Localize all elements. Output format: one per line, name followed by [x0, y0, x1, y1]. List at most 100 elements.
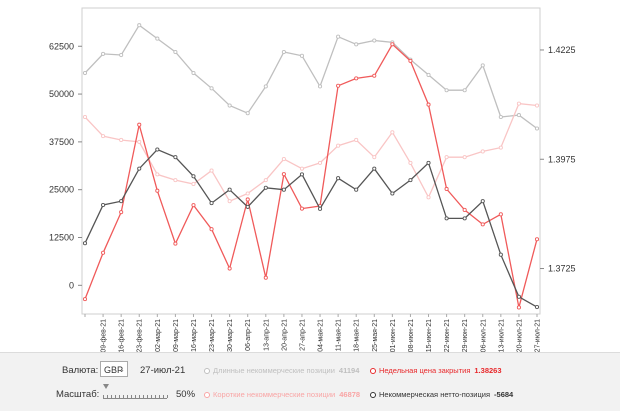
- x-tick-label-1: 09-фев-21: [101, 319, 108, 352]
- legend-close[interactable]: Недельная цена закрытия 1.38263: [370, 366, 502, 375]
- report-date: 27-июл-21: [140, 365, 186, 376]
- series-3-point-17: [390, 191, 395, 196]
- series-3-point-5: [173, 155, 178, 160]
- series-2-point-6: [191, 203, 196, 208]
- series-2-point-8: [227, 266, 232, 271]
- currency-label: Валюта:: [62, 365, 99, 376]
- zoom-slider-handle[interactable]: [103, 384, 109, 389]
- x-tick-label-22: 06-июл-21: [480, 319, 487, 352]
- series-1-point-16: [372, 155, 377, 160]
- zoom-slider-tick: [139, 395, 140, 398]
- series-0-point-20: [444, 88, 449, 93]
- series-1-point-18: [408, 160, 413, 165]
- series-1-point-21: [462, 155, 467, 160]
- zoom-slider-tick: [163, 395, 164, 398]
- x-tick-label-11: 20-апр-21: [281, 319, 288, 351]
- series-3-point-2: [119, 199, 124, 204]
- legend-short-label: Короткие некоммерческие позиции: [213, 390, 336, 399]
- series-0-point-24: [516, 113, 521, 118]
- x-tick-label-3: 23-фев-21: [137, 319, 144, 352]
- series-2-point-19: [426, 102, 431, 107]
- series-1-point-10: [263, 178, 268, 183]
- series-3-point-12: [299, 172, 305, 177]
- x-tick-label-13: 04-мая-21: [318, 319, 325, 352]
- zoom-slider-track[interactable]: [103, 390, 168, 399]
- series-0-point-10: [263, 84, 268, 89]
- series-3-point-22: [480, 199, 485, 204]
- series-1-point-25: [534, 103, 540, 108]
- x-tick-label-7: 23-мар-21: [209, 319, 216, 352]
- series-0-point-7: [209, 86, 214, 91]
- series-1-point-1: [101, 134, 106, 139]
- series-1-point-12: [299, 166, 305, 171]
- legend-long[interactable]: Длинные некоммерческие позиции 41194: [204, 366, 359, 375]
- legend-net-value: -5684: [494, 390, 514, 399]
- series-1-point-0: [82, 114, 88, 120]
- cot-chart: 0 12500 25000 37500 50000 62500 1.3725 1.3975 1.…: [49, 7, 576, 352]
- zoom-slider-tick: [131, 395, 132, 398]
- chart-svg: 0 12500 25000 37500 50000 62500 1.3725 1.3975 1.…: [49, 7, 576, 352]
- x-tick-label-21: 29-июн-21: [462, 319, 469, 352]
- series-2-point-1: [101, 250, 106, 255]
- series-1-point-15: [354, 137, 359, 143]
- x-tick-label-17: 01-июн-21: [390, 319, 397, 352]
- left-tick-label-4: 50000: [49, 89, 74, 99]
- series-1-point-14: [336, 143, 341, 148]
- legend-short-marker: [204, 392, 210, 399]
- legend-short-value: 46878: [339, 390, 361, 399]
- series-0-point-13: [317, 84, 323, 89]
- legend-close-value: 1.38263: [474, 366, 502, 375]
- series-1-point-9: [245, 191, 250, 196]
- x-tick-label-23: 13-июл-21: [498, 319, 505, 352]
- series-3-point-11: [281, 187, 286, 192]
- x-tick-label-20: 22-июн-21: [444, 319, 451, 352]
- zoom-slider-tick: [111, 395, 112, 398]
- series-2-point-21: [462, 207, 467, 213]
- x-tick-label-10: 13-апр-21: [263, 319, 270, 351]
- currency-value: GBP: [104, 365, 124, 375]
- series-3-point-4: [155, 147, 160, 152]
- series-3-point-3: [137, 166, 142, 171]
- series-0-point-15: [354, 42, 359, 47]
- series-2-point-17: [390, 42, 395, 47]
- series-0-point-21: [462, 88, 467, 93]
- legend-close-label: Недельная цена закрытия: [379, 366, 471, 375]
- legend-long-value: 41194: [338, 366, 360, 375]
- series-3-point-8: [227, 187, 232, 192]
- series-0-point-6: [191, 70, 196, 76]
- series-0-point-12: [299, 53, 305, 58]
- series-1-point-17: [390, 130, 395, 135]
- series-3-point-7: [209, 201, 214, 206]
- series-2-point-18: [408, 58, 413, 63]
- series-1-point-13: [317, 160, 323, 165]
- legend-net-marker: [370, 392, 376, 399]
- currency-select[interactable]: GBP ⌄: [100, 361, 128, 377]
- left-tick-label-0: 0: [69, 280, 74, 290]
- left-tick-label-1: 12500: [49, 233, 74, 243]
- legend-net[interactable]: Некоммерческая нетто-позиция -5684: [370, 390, 513, 399]
- series-2-point-23: [498, 212, 503, 217]
- series-2-point-16: [372, 73, 377, 78]
- series-3-point-21: [462, 216, 467, 221]
- series-2-point-14: [336, 83, 341, 88]
- series-0-point-0: [82, 70, 88, 76]
- legend-short[interactable]: Короткие некоммерческие позиции 46878: [204, 390, 360, 399]
- series-0-point-22: [480, 63, 485, 68]
- series-line-0: [84, 24, 538, 130]
- chevron-down-icon: ⌄: [118, 365, 125, 374]
- series-0-point-25: [534, 126, 540, 131]
- zoom-slider-tick: [151, 395, 152, 398]
- series-3-point-23: [498, 252, 503, 257]
- series-1-point-6: [191, 181, 196, 186]
- series-3-point-19: [426, 160, 431, 165]
- series-0-point-1: [101, 51, 106, 56]
- left-tick-label-3: 37500: [49, 137, 74, 147]
- series-2-point-10: [263, 275, 268, 280]
- zoom-value: 50%: [176, 389, 196, 400]
- series-2-point-3: [137, 122, 142, 127]
- series-3-point-10: [263, 185, 268, 190]
- series-0-point-19: [426, 72, 431, 77]
- series-1-point-2: [119, 137, 124, 143]
- right-tick-label-0: 1.3725: [548, 264, 576, 274]
- series-3-point-0: [82, 241, 88, 246]
